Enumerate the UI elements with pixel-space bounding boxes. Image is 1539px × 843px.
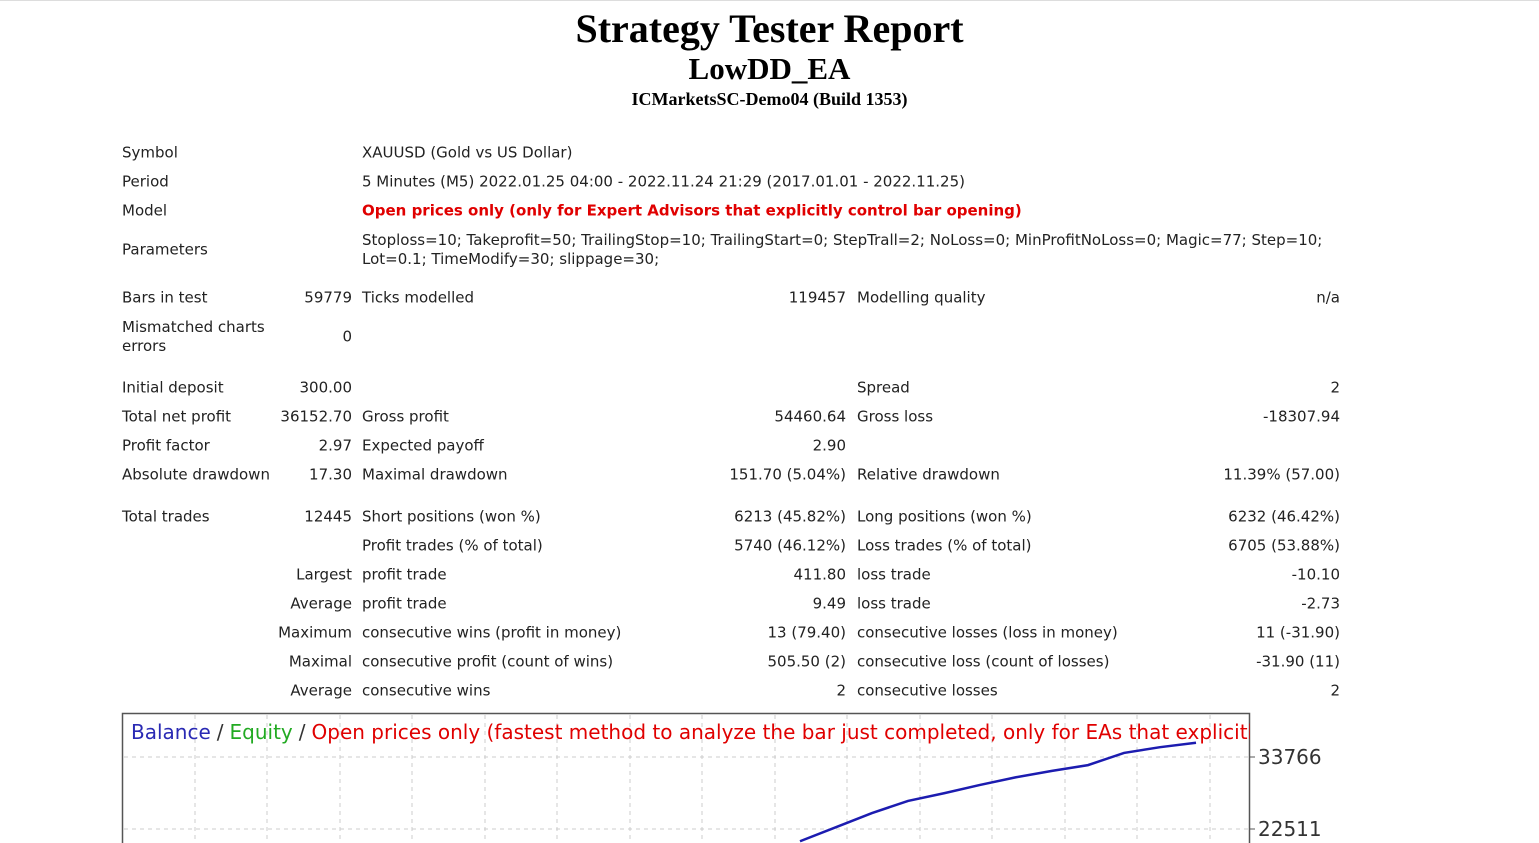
stat-value: 2.97 xyxy=(262,437,352,456)
stat-value: 0 xyxy=(262,328,352,347)
stat-label: consecutive losses xyxy=(857,682,1187,701)
stat-label: Long positions (won %) xyxy=(857,508,1187,527)
info-value: 5 Minutes (M5) 2022.01.25 04:00 - 2022.1… xyxy=(362,173,1347,192)
stat-label: Relative drawdown xyxy=(857,466,1187,485)
legend-separator: / xyxy=(217,720,224,744)
stat-value: 13 (79.40) xyxy=(646,624,846,643)
stat-value: Maximum xyxy=(262,624,352,643)
stat-value: -18307.94 xyxy=(1140,408,1340,427)
stat-value: Largest xyxy=(262,566,352,585)
y-tick-label: 33766 xyxy=(1258,745,1322,769)
legend-item: Equity xyxy=(230,720,293,744)
stat-value: 5740 (46.12%) xyxy=(646,537,846,556)
stat-value: 2.90 xyxy=(646,437,846,456)
stat-value: 6232 (46.42%) xyxy=(1140,508,1340,527)
legend-item: Balance xyxy=(131,720,211,744)
stat-label: consecutive losses (loss in money) xyxy=(857,624,1187,643)
stat-value: 59779 xyxy=(262,289,352,308)
stat-value: 411.80 xyxy=(646,566,846,585)
info-label: Parameters xyxy=(122,241,352,260)
stat-value: -31.90 (11) xyxy=(1140,653,1340,672)
stat-label: Gross loss xyxy=(857,408,1187,427)
stat-value: -2.73 xyxy=(1140,595,1340,614)
legend: Balance/Equity/Open prices only (fastest… xyxy=(131,720,1360,744)
stat-value: 151.70 (5.04%) xyxy=(646,466,846,485)
stat-value: 300.00 xyxy=(262,379,352,398)
stat-value: 2 xyxy=(646,682,846,701)
y-tick-label: 22511 xyxy=(1258,817,1322,841)
ea-name: LowDD_EA xyxy=(0,51,1539,87)
stat-label: Modelling quality xyxy=(857,289,1187,308)
stat-value: 505.50 (2) xyxy=(646,653,846,672)
legend-item: Open prices only (fastest method to anal… xyxy=(312,720,1360,744)
stat-value: n/a xyxy=(1140,289,1340,308)
stat-value: 9.49 xyxy=(646,595,846,614)
chart-clip: Balance/Equity/Open prices only (fastest… xyxy=(131,720,1360,841)
report-title: Strategy Tester Report xyxy=(0,5,1539,52)
stat-value: -10.10 xyxy=(1140,566,1340,585)
stat-value: 11 (-31.90) xyxy=(1140,624,1340,643)
stat-value: 36152.70 xyxy=(262,408,352,427)
stat-value: Average xyxy=(262,682,352,701)
stat-label: Loss trades (% of total) xyxy=(857,537,1187,556)
stat-label: consecutive loss (count of losses) xyxy=(857,653,1187,672)
stat-value: 17.30 xyxy=(262,466,352,485)
stat-value: 54460.64 xyxy=(646,408,846,427)
stat-value: 2 xyxy=(1140,379,1340,398)
stat-value: 11.39% (57.00) xyxy=(1140,466,1340,485)
stat-label: Spread xyxy=(857,379,1187,398)
stat-value: 12445 xyxy=(262,508,352,527)
info-label: Period xyxy=(122,173,352,192)
info-label: Symbol xyxy=(122,144,352,163)
stat-label: loss trade xyxy=(857,595,1187,614)
info-value: XAUUSD (Gold vs US Dollar) xyxy=(362,144,1347,163)
stat-value: 2 xyxy=(1140,682,1340,701)
info-label: Model xyxy=(122,202,352,221)
info-value: Open prices only (only for Expert Adviso… xyxy=(362,202,1347,221)
stat-value: 6705 (53.88%) xyxy=(1140,537,1340,556)
stat-value: 119457 xyxy=(646,289,846,308)
info-value: Stoploss=10; Takeprofit=50; TrailingStop… xyxy=(362,231,1347,269)
legend-separator: / xyxy=(299,720,306,744)
server-build: ICMarketsSC-Demo04 (Build 1353) xyxy=(0,89,1539,110)
stat-value: 6213 (45.82%) xyxy=(646,508,846,527)
stat-label: loss trade xyxy=(857,566,1187,585)
stat-value: Maximal xyxy=(262,653,352,672)
stat-value: Average xyxy=(262,595,352,614)
